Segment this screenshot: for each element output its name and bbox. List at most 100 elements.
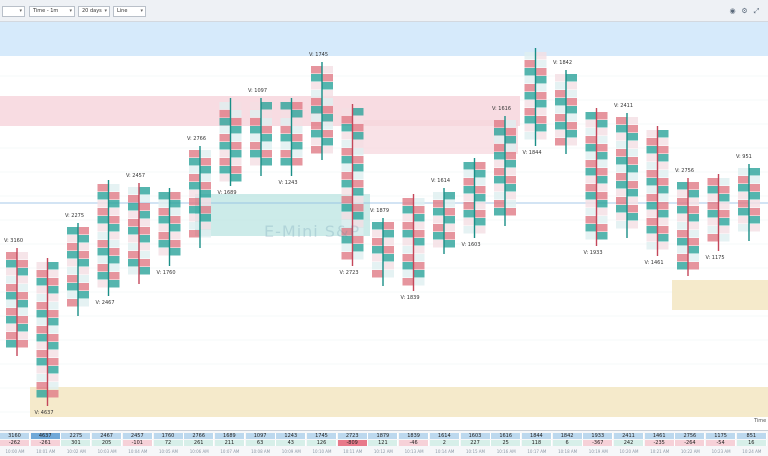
footprint-cell-ask (627, 165, 638, 173)
footprint-cell-bid (341, 180, 353, 188)
footprint-cell-bid (36, 270, 48, 278)
footprint-cell-bid (219, 150, 231, 158)
footprint-cell-bid (677, 182, 688, 190)
footprint-cell-ask (657, 242, 669, 250)
footprint-cell-ask (200, 190, 211, 198)
footprint-cell-bid (311, 130, 322, 138)
footprint-cell-bid (219, 102, 231, 110)
footprint-cell-bid (36, 374, 48, 382)
footprint-cell-ask (535, 52, 547, 60)
footprint-cell-ask (505, 136, 516, 144)
camera-icon[interactable]: ◉ (729, 7, 736, 15)
footprint-cell-ask (596, 192, 608, 200)
footprint-cell-bid (616, 213, 627, 221)
footprint-cell-ask (169, 200, 181, 208)
footprint-cell-ask (230, 158, 242, 166)
footprint-cell-ask (78, 299, 89, 307)
footprint-cell-ask (230, 110, 242, 118)
zone-band-tan (30, 387, 768, 417)
footprint-cell-ask (383, 238, 394, 246)
footprint-cell-ask (108, 192, 120, 200)
footprint-cell-bid (402, 238, 414, 246)
range-select[interactable]: 20 days ▾ (78, 6, 110, 17)
footprint-chart[interactable]: E-Mini S&P Time V: 3160 V: 4637 V: 2275 V: … (0, 22, 768, 430)
delta-cell: -101 (122, 440, 153, 446)
footprint-cell-ask (78, 227, 89, 235)
footprint-cell-ask (17, 308, 28, 316)
footprint-cell-ask (47, 366, 59, 374)
style-select[interactable]: Line ▾ (113, 6, 146, 17)
footprint-cell-ask (718, 218, 730, 226)
footprint-cell-ask (352, 236, 364, 244)
footprint-cell-ask (322, 74, 333, 82)
footprint-cell-ask (322, 98, 333, 106)
footprint-cell-ask (169, 232, 181, 240)
footprint-cell-ask (627, 221, 638, 229)
delta-cell: -809 (337, 440, 368, 446)
time-cell: 10:19 AM (588, 449, 608, 454)
footprint-cell-bid (494, 128, 505, 136)
symbol-select[interactable]: ▾ (2, 6, 25, 17)
footprint-cell-ask (47, 294, 59, 302)
footprint-cell-ask (383, 222, 394, 230)
timeframe-select[interactable]: Time - 1m ▾ (29, 6, 75, 17)
footprint-cell-bid (6, 268, 17, 276)
bar-volume-label: V: 1243 (278, 180, 298, 186)
footprint-cell-ask (657, 234, 669, 242)
footprint-cell-ask (627, 149, 638, 157)
footprint-cell-bid (36, 382, 48, 390)
footprint-cell-ask (47, 286, 59, 294)
footprint-cell-ask (352, 228, 364, 236)
footprint-cell-bid (189, 182, 200, 190)
footprint-cell-ask (47, 334, 59, 342)
footprint-cell-ask (535, 92, 547, 100)
footprint-cell-ask (749, 184, 760, 192)
footprint-cell-bid (738, 176, 749, 184)
footprint-cell-ask (596, 224, 608, 232)
footprint-cell-ask (261, 126, 272, 134)
footprint-cell-ask (535, 76, 547, 84)
time-cell: 10:22 AM (680, 449, 700, 454)
bar-volume-label: V: 2467 (95, 300, 115, 306)
footprint-cell-bid (738, 200, 749, 208)
footprint-cell-ask (383, 270, 394, 278)
volume-cell: 1689 (214, 433, 245, 439)
footprint-cell-bid (616, 221, 627, 229)
footprint-cell-bid (67, 227, 78, 235)
zone-band-teal (195, 194, 370, 236)
footprint-cell-ask (322, 106, 333, 114)
footprint-cell-ask (444, 200, 455, 208)
footprint-cell-bid (646, 130, 658, 138)
footprint-cell-ask (718, 194, 730, 202)
footprint-cell-bid (524, 116, 536, 124)
delta-cell: -367 (583, 440, 614, 446)
footprint-cell-bid (616, 157, 627, 165)
footprint-cell-bid (67, 267, 78, 275)
footprint-cell-ask (474, 202, 486, 210)
footprint-cell-bid (585, 152, 597, 160)
footprint-cell-bid (311, 138, 322, 146)
footprint-cell-ask (200, 206, 211, 214)
time-cell: 10:12 AM (373, 449, 393, 454)
footprint-cell-bid (402, 222, 414, 230)
footprint-cell-ask (322, 82, 333, 90)
settings-icon[interactable]: ⚙ (741, 7, 748, 15)
footprint-cell-ask (688, 214, 699, 222)
bar-volume-label: V: 4637 (34, 410, 54, 416)
footprint-cell-bid (36, 286, 48, 294)
footprint-cell-bid (707, 202, 719, 210)
footprint-cell-ask (17, 276, 28, 284)
footprint-cell-ask (352, 252, 364, 260)
maximize-icon[interactable]: ⤢ (753, 7, 760, 15)
footprint-cell-bid (6, 292, 17, 300)
footprint-cell-ask (17, 268, 28, 276)
footprint-cell-bid (677, 254, 688, 262)
footprint-cell-ask (657, 146, 669, 154)
footprint-cell-bid (341, 196, 353, 204)
footprint-cell-ask (352, 156, 364, 164)
footprint-cell-ask (444, 240, 455, 248)
footprint-cell-bid (402, 246, 414, 254)
delta-cell: 43 (276, 440, 307, 446)
footprint-cell-ask (78, 283, 89, 291)
footprint-cell-ask (566, 82, 577, 90)
